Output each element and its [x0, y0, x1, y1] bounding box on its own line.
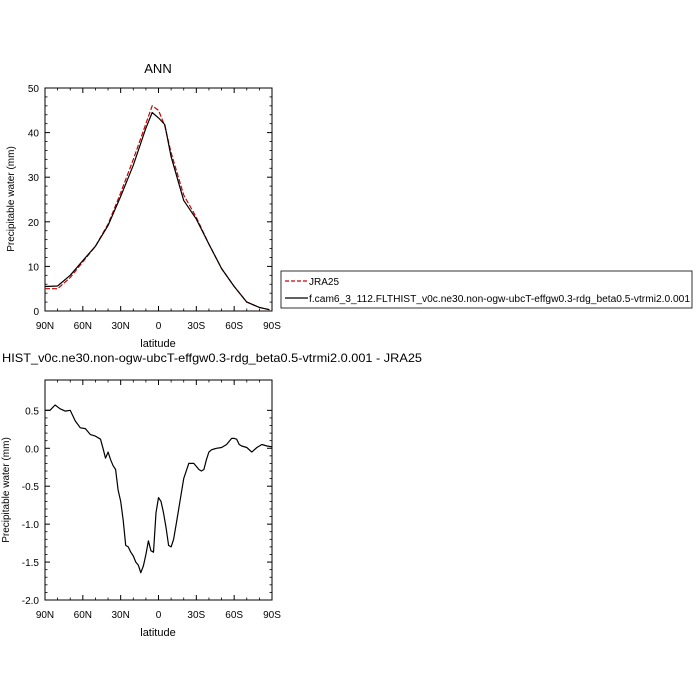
y-tick-label: 0.0 [25, 444, 39, 455]
y-tick-label: 20 [28, 218, 40, 229]
y-axis-label: Precipitable water (mm) [1, 437, 12, 543]
y-axis: -2.0 -1.5 -1.0 -0.5 0.0 0.5 [22, 406, 272, 607]
series-line [45, 404, 273, 574]
x-tick-label: 60S [225, 321, 243, 332]
y-tick-label: 0.5 [25, 406, 39, 417]
legend-label-model: f.cam6_3_112.FLTHIST_v0c.ne30.non-ogw-ub… [309, 294, 690, 305]
x-axis-label: latitude [140, 627, 175, 639]
x-tick-label: 30N [111, 610, 129, 621]
series-line [44, 111, 270, 311]
x-axis-label: latitude [140, 338, 175, 350]
x-tick-label: 90N [36, 321, 54, 332]
x-tick-label: 0 [156, 610, 162, 621]
y-tick-label: -0.5 [22, 482, 40, 493]
x-tick-label: 60N [74, 321, 92, 332]
y-tick-label: -1.0 [22, 520, 40, 531]
series-group [44, 105, 270, 311]
series-group [45, 404, 273, 574]
y-tick-label: 50 [28, 84, 40, 95]
y-axis-label: Precipitable water (mm) [6, 146, 17, 252]
legend-label-jra25: JRA25 [309, 277, 339, 288]
x-tick-label: 90N [36, 610, 54, 621]
x-tick-label: 90S [263, 321, 281, 332]
y-tick-label: 0 [33, 307, 39, 318]
x-tick-label: 30S [187, 321, 205, 332]
y-tick-label: 40 [28, 129, 40, 140]
x-axis: 90N 60N 30N 0 30S 60S 90S [36, 88, 281, 332]
series-line [45, 105, 270, 311]
plot-frame [44, 87, 273, 312]
x-tick-label: 0 [156, 321, 162, 332]
legend: JRA25 f.cam6_3_112.FLTHIST_v0c.ne30.non-… [280, 270, 693, 309]
chart-title: ANN [144, 61, 171, 76]
y-axis: 0 10 20 30 40 50 [28, 84, 272, 318]
x-tick-label: 30S [187, 610, 205, 621]
y-tick-label: 10 [28, 262, 40, 273]
legend-box [280, 270, 693, 309]
x-tick-label: 60S [225, 610, 243, 621]
chart-title-diff: HIST_v0c.ne30.non-ogw-ubcT-effgw0.3-rdg_… [2, 351, 422, 365]
x-tick-label: 60N [74, 610, 92, 621]
plot-frame-diff [44, 379, 273, 601]
panel-bottom: HIST_v0c.ne30.non-ogw-ubcT-effgw0.3-rdg_… [1, 351, 422, 639]
x-tick-label: 90S [263, 610, 281, 621]
y-tick-label: -1.5 [22, 558, 40, 569]
y-tick-label: -2.0 [22, 596, 40, 607]
x-axis: 90N 60N 30N 0 30S 60S 90S [36, 380, 281, 621]
panel-top: ANN 0 10 20 30 40 50 90N 60N 30N 0 30S 60S 90S lati… [6, 61, 281, 350]
x-tick-label: 30N [111, 321, 129, 332]
y-tick-label: 30 [28, 173, 40, 184]
